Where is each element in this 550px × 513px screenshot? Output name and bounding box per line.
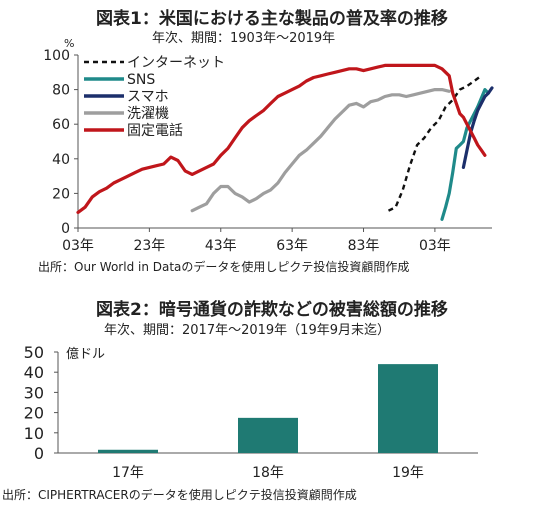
bar-1 [238, 417, 298, 453]
chart1-x-tick-label: 63年 [276, 238, 308, 254]
series-line-sns [440, 88, 490, 221]
series-line-smartphone [461, 86, 494, 169]
chart2-y-tick-label: 10 [24, 424, 44, 443]
series-line-washer [190, 88, 451, 213]
chart2-y-tick-label: 40 [24, 363, 44, 382]
chart2-subtitle: 年次、期間：2017年～2019年（19年9月末迄） [104, 323, 390, 338]
chart1-y-tick-label: 20 [52, 186, 70, 202]
chart1-y-tick-label: 80 [52, 83, 70, 99]
chart1-line-chart: 0 20 40 60 80 100% 03年 23年 43年 63年 83年 03年 インターネットSN… [43, 37, 494, 254]
chart1-y-tick-label: 60 [52, 117, 70, 133]
chart2-y-tick-label: 0 [34, 444, 44, 463]
chart1-title: 図表1：米国における主な製品の普及率の推移 [96, 9, 448, 29]
chart1-x-tick-label: 23年 [133, 238, 165, 254]
legend-label-washer: 洗濯機 [127, 106, 169, 122]
chart2-y-tick-label: 20 [24, 404, 44, 423]
legend-label-landline: 固定電話 [127, 122, 183, 139]
chart1-y-tick-label: 100 [43, 48, 70, 64]
chart2-x-tick-label: 18年 [252, 465, 284, 481]
series-line-landline [76, 63, 487, 214]
chart1-x-tick-label: 83年 [348, 238, 380, 254]
chart2-title: 図表2：暗号通貨の詐欺などの被害総額の推移 [96, 300, 448, 320]
chart1-source: 出所：Our World in Dataのデータを使用しピクテ投信投資顧問作成 [38, 260, 410, 274]
chart2-y-tick-label: 30 [24, 383, 44, 402]
bar-2 [378, 364, 438, 453]
chart1-y-tick-label: 40 [52, 152, 70, 168]
legend-label-sns: SNS [127, 72, 155, 88]
chart1-subtitle: 年次、期間：1903年～2019年 [152, 31, 336, 46]
chart2-x-tick-label: 17年 [112, 465, 144, 481]
chart1-x-tick-label: 03年 [62, 238, 94, 254]
legend-label-smartphone: スマホ [127, 89, 169, 105]
chart2-x-tick-label: 19年 [392, 465, 424, 481]
chart1-x-tick-label: 03年 [419, 238, 451, 254]
chart2-y-tick-label: 50 [24, 343, 44, 362]
chart2-source: 出所：CIPHERTRACERのデータを使用しピクテ投信投資顧問作成 [2, 488, 357, 502]
legend-label-internet: インターネット [127, 55, 225, 71]
bar-0 [98, 449, 158, 453]
chart2-y-unit: 億ドル [66, 346, 105, 362]
chart1-y-unit: % [64, 37, 74, 50]
series-line-internet [387, 74, 483, 212]
chart1-y-tick-label: 0 [61, 221, 70, 237]
chart1-x-tick-label: 43年 [205, 238, 237, 254]
